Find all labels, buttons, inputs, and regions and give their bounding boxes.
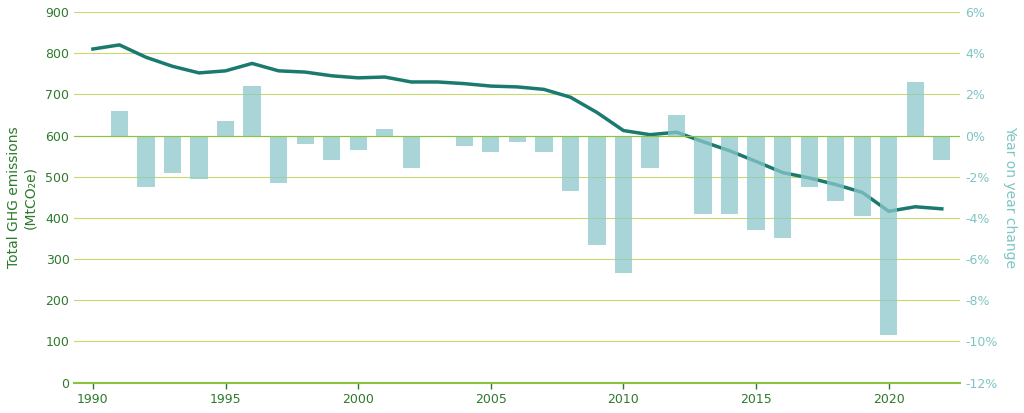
- Bar: [536, 135, 553, 152]
- Bar: [614, 135, 632, 273]
- Bar: [244, 86, 261, 135]
- Bar: [137, 135, 155, 187]
- Bar: [562, 135, 579, 191]
- Bar: [482, 135, 500, 152]
- Y-axis label: Total GHG emissions
(MtCO₂e): Total GHG emissions (MtCO₂e): [7, 126, 37, 268]
- Bar: [509, 135, 526, 142]
- Bar: [402, 135, 420, 169]
- Bar: [906, 82, 924, 135]
- Bar: [456, 135, 473, 146]
- Bar: [297, 135, 313, 144]
- Bar: [721, 135, 738, 214]
- Bar: [748, 135, 765, 230]
- Bar: [774, 135, 792, 238]
- Bar: [376, 129, 393, 135]
- Bar: [668, 115, 685, 135]
- Bar: [880, 135, 897, 335]
- Bar: [217, 121, 234, 135]
- Bar: [827, 135, 845, 202]
- Bar: [323, 135, 340, 160]
- Bar: [933, 135, 950, 160]
- Bar: [694, 135, 712, 214]
- Bar: [111, 111, 128, 135]
- Bar: [270, 135, 287, 183]
- Bar: [190, 135, 208, 179]
- Bar: [164, 135, 181, 173]
- Y-axis label: Year on year change: Year on year change: [1004, 126, 1017, 268]
- Bar: [801, 135, 818, 187]
- Bar: [641, 135, 658, 169]
- Bar: [854, 135, 870, 216]
- Bar: [589, 135, 605, 244]
- Bar: [349, 135, 367, 150]
